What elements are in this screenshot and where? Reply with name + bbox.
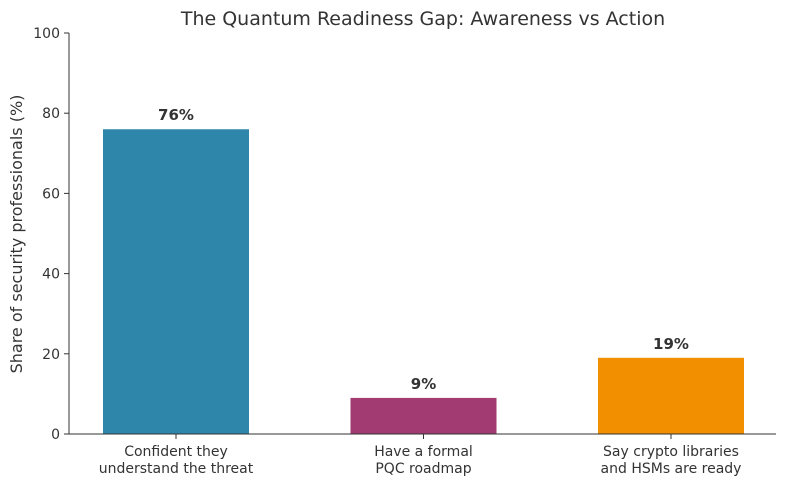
y-tick-label: 100 [33, 26, 60, 42]
value-labels: 76% 9% 19% [158, 106, 689, 393]
x-category-label: Confident they [124, 444, 228, 460]
x-category-label: PQC roadmap [375, 461, 471, 477]
bar [103, 129, 249, 435]
y-tick-label: 0 [51, 427, 60, 443]
x-category-label: understand the threat [99, 461, 254, 477]
bar-value-label: 76% [158, 106, 194, 124]
chart-title: The Quantum Readiness Gap: Awareness vs … [180, 8, 665, 30]
y-tick-label: 60 [42, 186, 60, 202]
y-tick-label: 20 [42, 347, 60, 363]
x-category-label: Say crypto libraries [603, 444, 739, 460]
bar-value-label: 9% [411, 375, 436, 393]
bar [350, 397, 497, 434]
bar-value-label: 19% [653, 335, 689, 353]
x-category-label: and HSMs are ready [601, 461, 742, 477]
bar [598, 357, 744, 434]
x-category-label: Have a formal [374, 444, 473, 460]
y-tick-label: 40 [42, 267, 60, 283]
y-axis-ticks: 0 20 40 60 80 100 [33, 26, 69, 443]
y-axis-label: Share of security professionals (%) [7, 95, 26, 374]
y-tick-label: 80 [42, 106, 60, 122]
bars [103, 129, 744, 435]
